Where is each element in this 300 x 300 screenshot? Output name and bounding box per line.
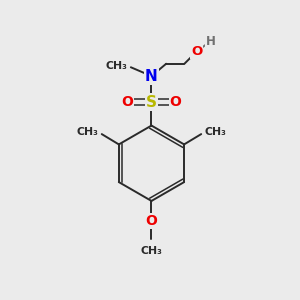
Text: N: N	[145, 69, 158, 84]
Text: S: S	[146, 94, 157, 110]
Text: CH₃: CH₃	[140, 246, 162, 256]
Text: O: O	[122, 95, 133, 109]
Text: O: O	[146, 214, 158, 228]
Text: CH₃: CH₃	[76, 127, 98, 137]
Text: O: O	[170, 95, 182, 109]
Text: CH₃: CH₃	[106, 61, 127, 71]
Text: H: H	[206, 35, 215, 48]
Text: O: O	[191, 45, 202, 58]
Text: CH₃: CH₃	[205, 127, 226, 137]
